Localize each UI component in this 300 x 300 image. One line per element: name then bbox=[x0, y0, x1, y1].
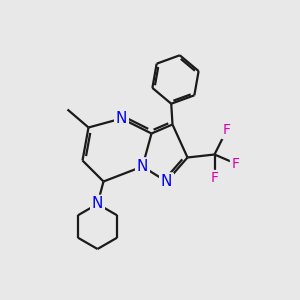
Text: N: N bbox=[116, 111, 127, 126]
Text: N: N bbox=[92, 196, 103, 211]
Text: F: F bbox=[232, 157, 239, 170]
Text: N: N bbox=[137, 159, 148, 174]
Text: N: N bbox=[161, 174, 172, 189]
Text: F: F bbox=[223, 124, 230, 137]
Text: F: F bbox=[211, 172, 218, 185]
